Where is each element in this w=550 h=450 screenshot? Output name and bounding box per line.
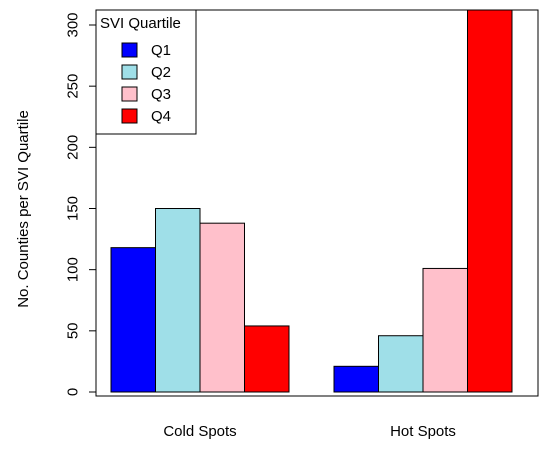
y-axis-title: No. Counties per SVI Quartile <box>15 110 32 308</box>
legend-label-q2: Q2 <box>151 64 171 81</box>
bar-q2-cold-spots <box>155 208 201 393</box>
legend-title: SVI Quartile <box>100 15 181 32</box>
legend-swatch-q1 <box>121 42 138 58</box>
y-tick-label: 0 <box>64 388 81 396</box>
legend: SVI Quartile Q1 Q2 Q3 Q4 <box>95 9 197 135</box>
bars-group <box>110 9 513 393</box>
legend-label-q3: Q3 <box>151 86 171 103</box>
y-tick-label: 250 <box>64 74 81 99</box>
legend-swatch-q2 <box>121 64 138 80</box>
bar-q2-hot-spots <box>378 335 424 393</box>
bar-q3-cold-spots <box>199 222 245 393</box>
y-axis: 0 50 100 150 200 250 300 <box>64 12 96 396</box>
y-tick-label: 150 <box>64 196 81 221</box>
bar-q1-hot-spots <box>333 365 379 393</box>
legend-swatch-q3 <box>121 86 138 102</box>
bar-q4-hot-spots <box>467 9 513 393</box>
legend-box <box>95 9 197 135</box>
legend-label-q1: Q1 <box>151 42 171 59</box>
y-tick-label: 100 <box>64 257 81 282</box>
bar-q1-cold-spots <box>110 247 156 393</box>
legend-items: Q1 Q2 Q3 Q4 <box>121 42 171 125</box>
bar-q4-cold-spots <box>244 325 290 393</box>
x-category-label: Cold Spots <box>163 423 236 440</box>
x-category-label: Hot Spots <box>390 423 456 440</box>
legend-swatch-q4 <box>121 108 138 124</box>
x-axis-labels: Cold Spots Hot Spots <box>163 423 456 440</box>
y-tick-label: 200 <box>64 135 81 160</box>
plot-frame <box>95 9 539 397</box>
y-tick-label: 50 <box>64 322 81 339</box>
y-tick-label: 300 <box>64 12 81 37</box>
legend-label-q4: Q4 <box>151 108 171 125</box>
bar-q3-hot-spots <box>422 267 468 393</box>
